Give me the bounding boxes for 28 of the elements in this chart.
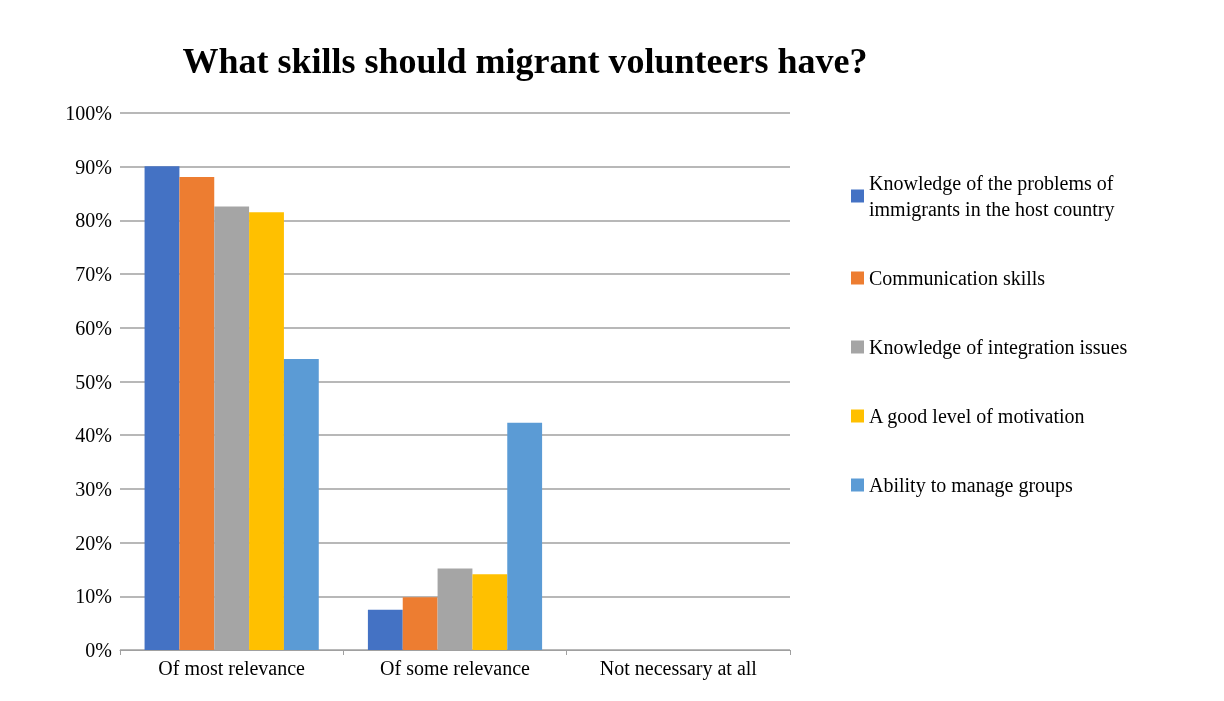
y-tick-label: 80% xyxy=(75,209,112,232)
legend-label: Ability to manage groups xyxy=(869,474,1074,497)
legend-label: Knowledge of integration issues xyxy=(869,336,1128,359)
x-tick-label: Of some relevance xyxy=(380,657,531,679)
legend-label: A good level of motivation xyxy=(869,405,1085,428)
bar xyxy=(249,212,284,650)
legend-label: Communication skills xyxy=(869,267,1046,289)
bar xyxy=(179,176,215,650)
y-tick-label: 70% xyxy=(75,263,112,286)
y-tick-label: 10% xyxy=(75,585,112,608)
y-tick-label: 30% xyxy=(75,477,112,500)
y-tick-label: 50% xyxy=(75,370,112,393)
y-tick-label: 60% xyxy=(75,316,112,339)
y-tick-label: 20% xyxy=(75,531,112,554)
bar xyxy=(472,574,508,650)
bar xyxy=(144,166,180,650)
y-tick-label: 0% xyxy=(85,639,112,661)
bar xyxy=(507,422,543,650)
y-tick-label: 40% xyxy=(75,424,112,447)
y-tick-label: 90% xyxy=(75,155,112,178)
bar xyxy=(283,358,319,650)
legend-label: Knowledge of the problems of immigrants in the host country xyxy=(869,172,1119,221)
chart-title: What skills should migrant volunteers have? xyxy=(182,41,868,81)
bar xyxy=(402,597,438,650)
y-tick-label: 100% xyxy=(65,102,112,124)
bar xyxy=(367,609,403,650)
x-tick-label: Not necessary at all xyxy=(599,657,758,680)
x-tick-label: Of most relevance xyxy=(158,657,306,679)
